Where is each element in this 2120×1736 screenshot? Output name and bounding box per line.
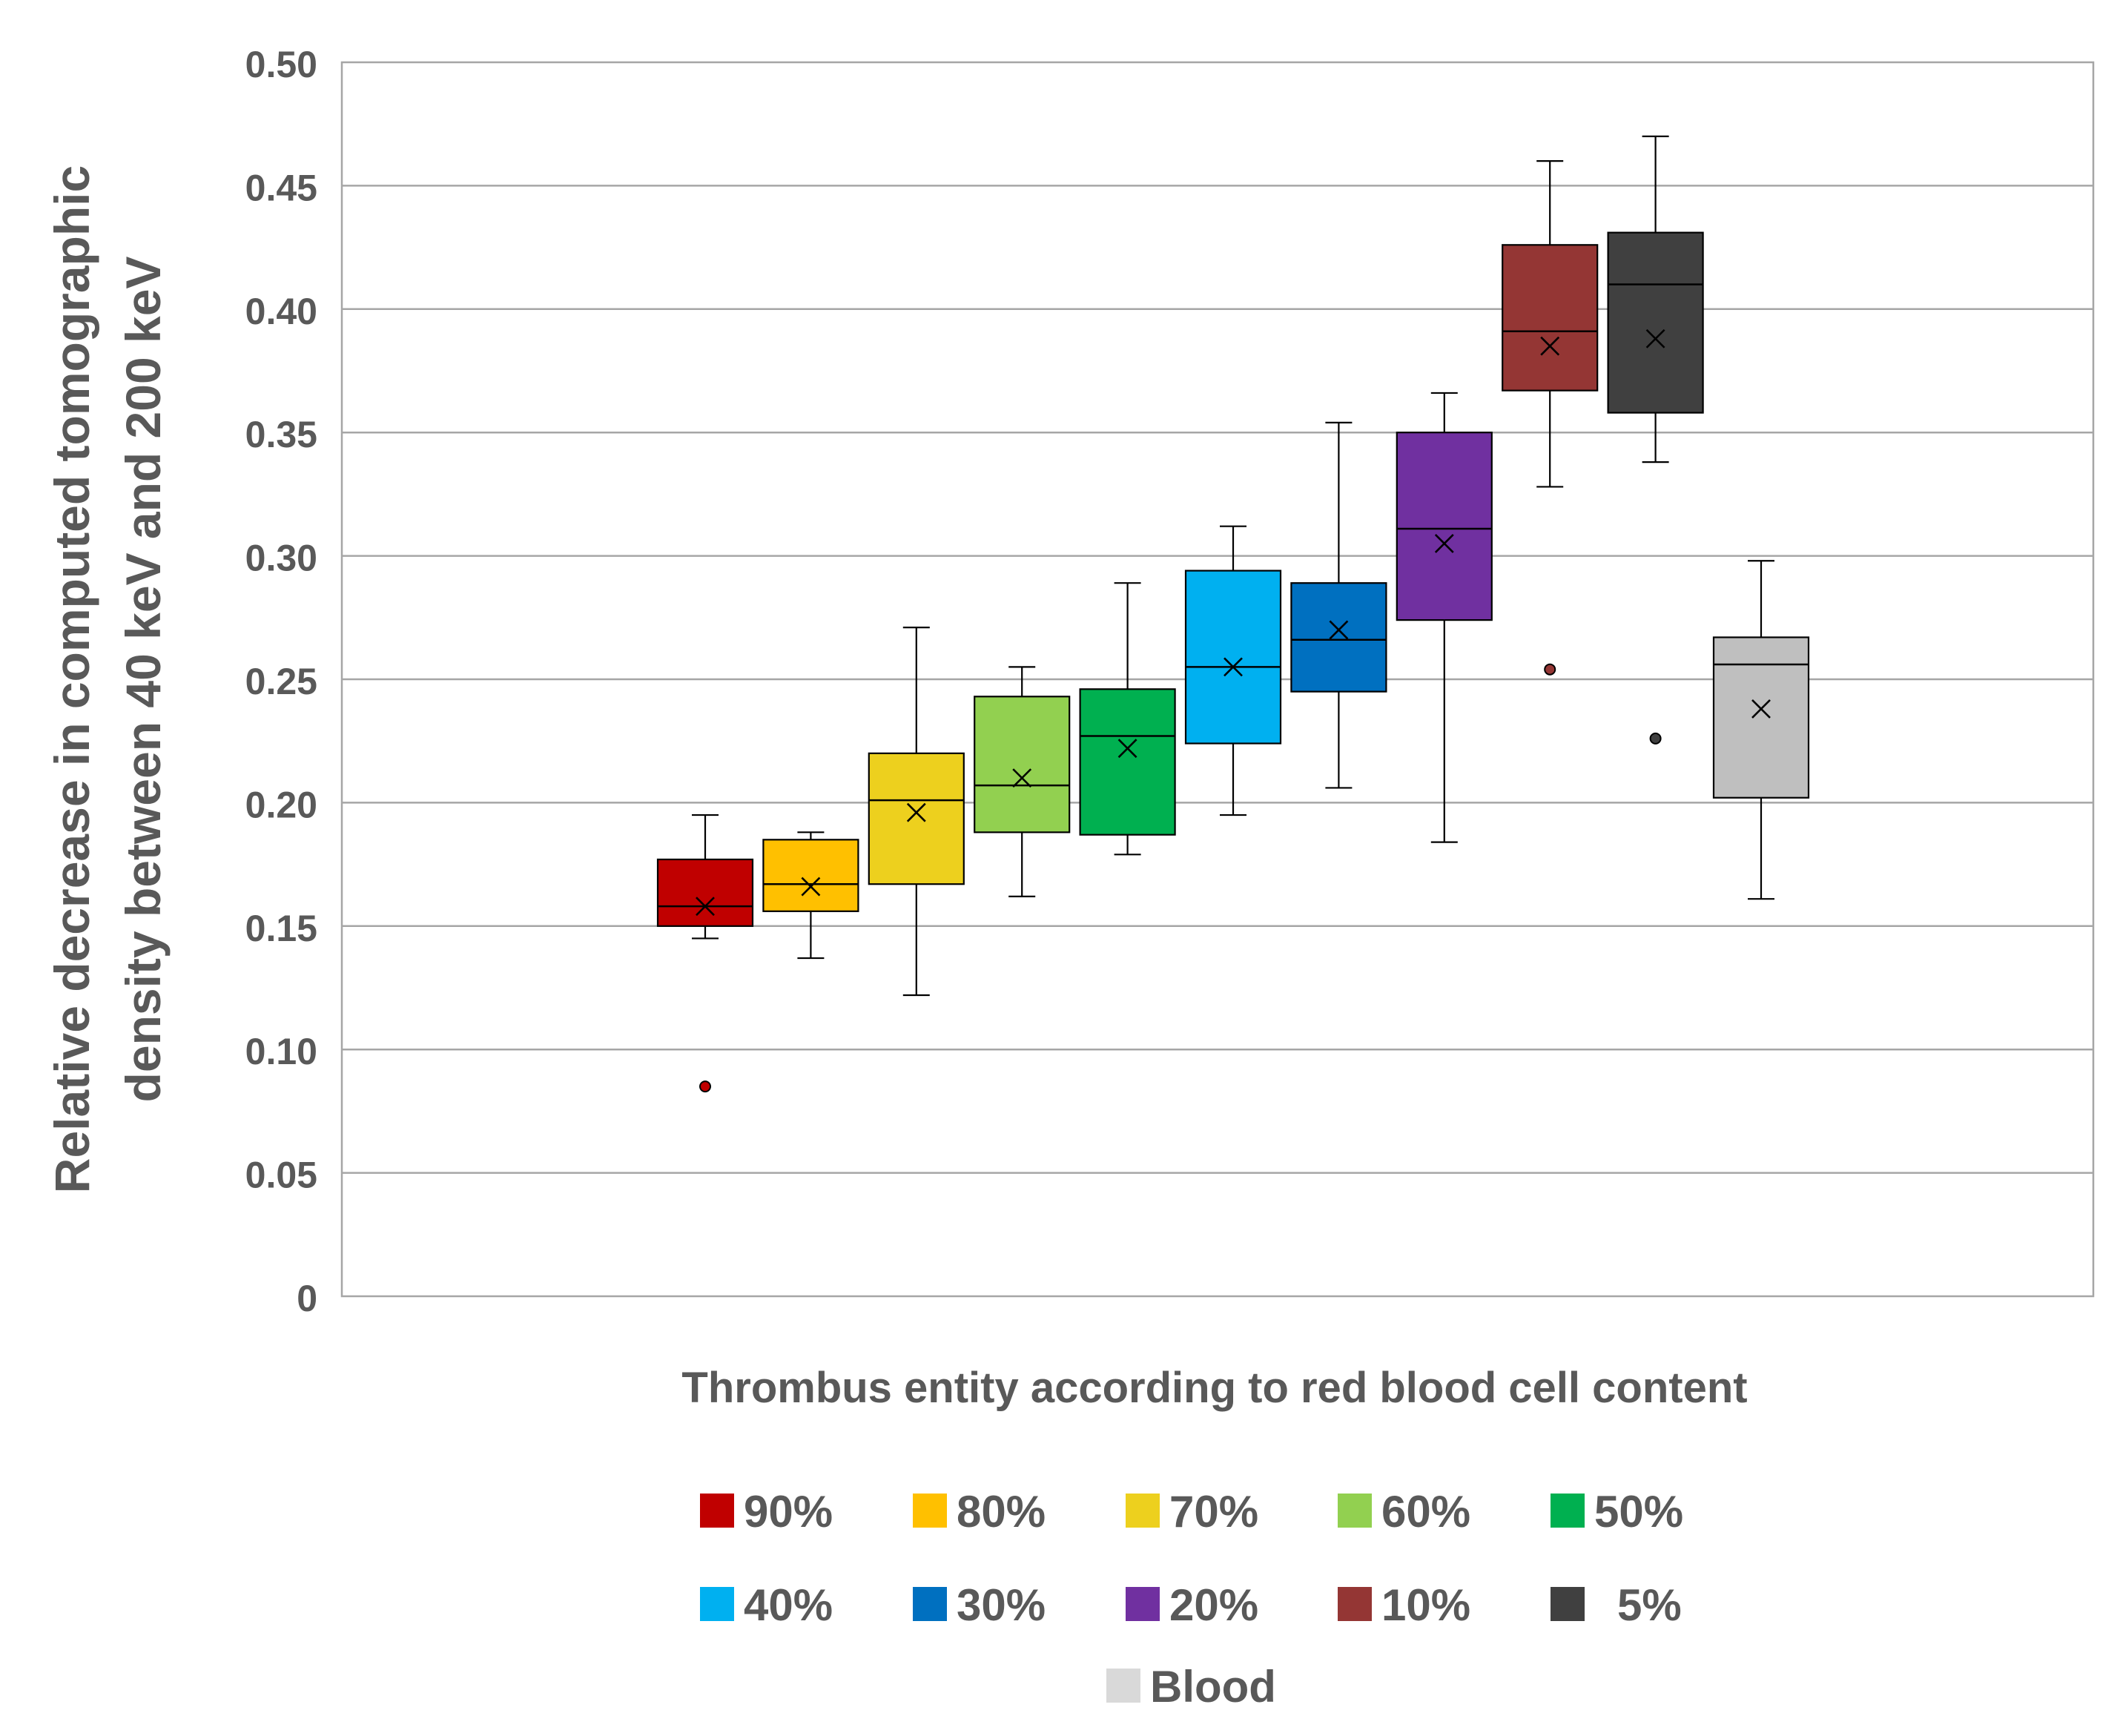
legend-label: 30% <box>957 1580 1046 1630</box>
mean-marker <box>1117 739 1137 759</box>
box-iqr <box>656 858 754 927</box>
y-tick-label: 0.15 <box>245 908 317 949</box>
x-axis-title: Thrombus entity according to red blood c… <box>681 1364 1747 1412</box>
legend-item-40-percent: 40% <box>700 1580 833 1630</box>
box-series-group <box>656 135 1810 1093</box>
mean-marker <box>696 897 715 917</box>
mean-marker <box>1751 699 1771 719</box>
mean-marker <box>1329 620 1349 640</box>
box-80-percent <box>762 831 859 960</box>
legend-item-blood: Blood <box>1106 1662 1276 1712</box>
y-tick-label: 0.10 <box>245 1031 317 1072</box>
legend-label: 10% <box>1381 1580 1470 1630</box>
legend-label: 90% <box>744 1487 833 1537</box>
y-axis-title-line-2: density between 40 keV and 200 keV <box>116 257 171 1103</box>
y-tick-label: 0.50 <box>245 44 317 85</box>
y-tick-label: 0.25 <box>245 661 317 702</box>
legend-item-80-percent: 80% <box>913 1487 1046 1537</box>
outlier-point <box>1544 663 1556 676</box>
box-5-percent <box>1607 135 1704 745</box>
legend-swatch <box>913 1587 947 1621</box>
legend-swatch <box>1126 1587 1160 1621</box>
y-tick-label: 0 <box>297 1278 317 1319</box>
legend-label: 40% <box>744 1580 833 1630</box>
legend-label: 70% <box>1169 1487 1258 1537</box>
legend-swatch <box>1551 1494 1585 1528</box>
legend-item-70-percent: 70% <box>1126 1487 1258 1537</box>
legend-item-90-percent: 90% <box>700 1487 833 1537</box>
mean-marker <box>906 802 926 822</box>
box-blood <box>1712 560 1810 900</box>
legend-label: 5% <box>1617 1580 1682 1630</box>
box-iqr <box>1290 582 1387 693</box>
legend-swatch <box>700 1587 734 1621</box>
box-iqr <box>1712 636 1810 799</box>
box-50-percent <box>1079 582 1176 856</box>
mean-marker <box>1012 768 1032 788</box>
y-tick-label: 0.40 <box>245 291 317 332</box>
legend-label: 60% <box>1381 1487 1470 1537</box>
legend-label: 80% <box>957 1487 1046 1537</box>
box-iqr <box>1502 244 1599 392</box>
box-iqr <box>868 752 965 885</box>
outlier-point <box>699 1080 711 1093</box>
box-60-percent <box>974 666 1071 897</box>
legend-label: Blood <box>1150 1662 1276 1712</box>
y-axis-tick-labels: 0.50 0.45 0.40 0.35 0.30 0.25 0.20 0.15 0.10 0.05… <box>245 44 317 1319</box>
box-iqr <box>1079 688 1176 836</box>
legend-swatch <box>1551 1587 1585 1621</box>
box-iqr <box>1184 570 1282 745</box>
legend-swatch <box>1126 1494 1160 1528</box>
legend-item-60-percent: 60% <box>1338 1487 1470 1537</box>
y-axis-title-line-1: Relative decrease in computed tomographi… <box>44 165 99 1193</box>
box-20-percent <box>1396 392 1493 843</box>
box-90-percent <box>656 813 754 1093</box>
legend-item-30-percent: 30% <box>913 1580 1046 1630</box>
box-iqr <box>762 839 859 912</box>
box-iqr <box>1607 231 1704 414</box>
legend-swatch <box>700 1494 734 1528</box>
y-tick-label: 0.45 <box>245 167 317 208</box>
box-iqr <box>1396 432 1493 621</box>
box-30-percent <box>1290 421 1387 789</box>
mean-marker <box>1434 534 1454 553</box>
legend-item-10-percent: 10% <box>1338 1580 1470 1630</box>
y-tick-label: 0.05 <box>245 1155 317 1196</box>
legend-swatch <box>913 1494 947 1528</box>
outlier-point <box>1649 732 1662 745</box>
box-40-percent <box>1184 525 1282 816</box>
legend-item-20-percent: 20% <box>1126 1580 1258 1630</box>
legend-label: 20% <box>1169 1580 1258 1630</box>
mean-marker <box>1645 329 1665 349</box>
y-tick-label: 0.20 <box>245 784 317 825</box>
mean-marker <box>1540 336 1560 356</box>
box-10-percent <box>1502 160 1599 676</box>
legend-item-50-percent: 50% <box>1551 1487 1683 1537</box>
legend-swatch <box>1106 1669 1140 1703</box>
legend-label: 50% <box>1594 1487 1683 1537</box>
mean-marker <box>801 877 821 897</box>
y-tick-label: 0.35 <box>245 414 317 455</box>
legend-swatch <box>1338 1587 1372 1621</box>
box-70-percent <box>868 627 965 997</box>
legend-item-5-percent: 5% <box>1551 1580 1682 1630</box>
mean-marker <box>1224 657 1243 677</box>
y-axis-title: Relative decrease in computed tomographi… <box>44 165 171 1193</box>
legend-swatch <box>1338 1494 1372 1528</box>
legend: 90% 80% 70% 60% 50% 40% 30% 20% 10% 5% Blood <box>700 1487 1683 1712</box>
plot-area-frame <box>340 61 2095 1298</box>
box-iqr <box>974 696 1071 834</box>
y-tick-label: 0.30 <box>245 538 317 579</box>
